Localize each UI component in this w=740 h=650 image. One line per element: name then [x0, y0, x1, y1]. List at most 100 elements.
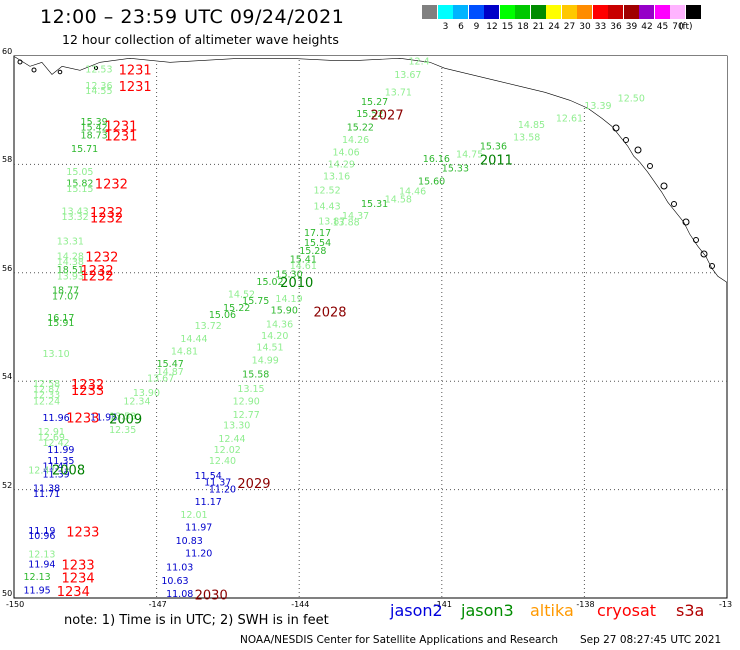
- wave-height-value: 13.30: [223, 421, 250, 432]
- wave-height-value: 17.07: [52, 292, 79, 303]
- wave-height-value: 12.02: [214, 445, 241, 456]
- wave-height-value: 16.17: [47, 313, 74, 324]
- wave-height-value: 14.99: [252, 356, 279, 367]
- credit-line: NOAA/NESDIS Center for Satellite Applica…: [240, 634, 558, 646]
- colorbar-swatch: [623, 5, 639, 19]
- wave-height-value: 15.58: [242, 370, 269, 381]
- colorbar-label: 45: [656, 22, 669, 32]
- track-time-label: 2010: [280, 276, 313, 291]
- wave-height-value: 15.28: [299, 246, 326, 257]
- wave-height-value: 15.30: [275, 269, 302, 280]
- island: [31, 67, 37, 73]
- colorbar-swatch: [453, 5, 468, 19]
- track-time-label: 2011: [480, 154, 513, 169]
- track-time-label: 1231: [119, 64, 152, 79]
- lat-label: 58: [2, 155, 13, 165]
- wave-height-value: 15.22: [347, 123, 374, 134]
- colorbar-label: 36: [610, 22, 622, 32]
- wave-height-value: 15.27: [361, 97, 388, 108]
- wave-height-value: 13.88: [332, 217, 359, 228]
- wave-height-value: 15.75: [242, 296, 269, 307]
- wave-height-value: 15.60: [418, 177, 445, 188]
- lon-label: -141: [433, 600, 452, 609]
- track-time-label: 1232: [71, 378, 104, 393]
- wave-height-value: 14.37: [342, 211, 369, 222]
- track-time-label: 1231: [119, 80, 152, 95]
- colorbar-label: 30: [579, 22, 591, 32]
- wave-height-value: 14.87: [157, 367, 184, 378]
- track-time-label: 2029: [237, 477, 270, 492]
- track-time-label: 1234: [62, 571, 95, 586]
- track-time-label: 1232: [81, 264, 114, 279]
- wave-height-value: 13.16: [323, 171, 350, 182]
- island: [623, 137, 629, 143]
- colorbar-swatch: [422, 5, 437, 19]
- wave-height-value: 14.81: [171, 346, 198, 357]
- lat-label: 54: [2, 372, 13, 382]
- colorbar-label: 12: [486, 22, 498, 32]
- wave-height-value: 15.31: [361, 199, 388, 210]
- footnote: note: 1) Time is in UTC; 2) SWH is in fe…: [64, 613, 329, 628]
- colorbar-swatch: [437, 5, 453, 19]
- wave-height-value: 14.26: [342, 135, 369, 146]
- island: [693, 237, 699, 243]
- wave-height-value: 12.24: [33, 396, 60, 407]
- track-time-label: 2030: [195, 589, 228, 604]
- track-time-label: 1231: [104, 130, 137, 145]
- wave-height-value: 14.38: [57, 257, 84, 268]
- island: [634, 146, 642, 154]
- wave-height-value: 15.41: [290, 254, 317, 265]
- wave-height-value: 15.06: [209, 310, 236, 321]
- track-time-label: 2008: [52, 464, 85, 479]
- satellite-s3a: s3a: [676, 601, 705, 620]
- wave-height-value: 12.44: [218, 434, 245, 445]
- wave-height-value: 12.01: [180, 510, 207, 521]
- wave-height-value: 13.39: [584, 101, 611, 112]
- land: [14, 56, 727, 282]
- wave-height-value: 11.99: [47, 445, 74, 456]
- wave-height-value: 12.36: [85, 81, 112, 92]
- wave-height-value: 15.42: [81, 123, 108, 134]
- wave-height-value: 11.39: [43, 469, 70, 480]
- lon-label: -144: [291, 600, 310, 609]
- island: [709, 263, 715, 269]
- wave-height-value: 13.10: [43, 349, 70, 360]
- wave-height-value: 12.50: [618, 93, 645, 104]
- wave-height-value: 11.71: [33, 489, 60, 500]
- lon-label: -147: [148, 600, 167, 609]
- lat-label: 56: [2, 263, 13, 273]
- colorbar-label: 18: [517, 22, 529, 32]
- page-title: 12:00 – 23:59 UTC 09/24/2021: [40, 6, 345, 28]
- colorbar-label: 42: [641, 22, 653, 32]
- wave-height-value: 14.06: [332, 147, 359, 158]
- wave-height-value: 11.96: [43, 413, 70, 424]
- lat-label: 52: [2, 480, 13, 490]
- wave-height-value: 12.13: [24, 572, 51, 583]
- island: [93, 65, 99, 71]
- track-time-label: 1233: [71, 384, 104, 399]
- wave-height-value: 13.15: [237, 384, 264, 395]
- wave-height-value: 15.05: [66, 167, 93, 178]
- wave-height-value: 12.69: [38, 433, 65, 444]
- wave-height-value: 16.16: [423, 154, 450, 165]
- track-time-label: 1234: [57, 585, 90, 600]
- wave-height-value: 11.97: [185, 523, 212, 534]
- colorbar-swatch: [515, 5, 530, 19]
- satellite-jason3: jason3: [461, 601, 514, 620]
- colorbar-label: 27: [563, 22, 576, 32]
- wave-height-value: 13.67: [394, 70, 421, 81]
- track-time-label: 1233: [66, 412, 99, 427]
- track-time-label: 1231: [104, 119, 137, 134]
- colorbar-swatch: [577, 5, 592, 19]
- wave-height-value: 11.54: [195, 471, 222, 482]
- wave-height-value: 13.53: [109, 411, 136, 422]
- colorbar-label: 15: [501, 22, 514, 32]
- wave-height-value: 15.15: [66, 184, 93, 195]
- colorbar-swatch: [499, 5, 515, 19]
- satellite-cryosat: cryosat: [597, 601, 657, 620]
- wave-height-value: 17.17: [304, 228, 331, 239]
- wave-height-value: 11.20: [209, 485, 236, 496]
- wave-height-value: 14.36: [266, 319, 293, 330]
- colorbar-unit: (ft): [679, 22, 693, 32]
- wave-height-value: 15.36: [480, 142, 507, 153]
